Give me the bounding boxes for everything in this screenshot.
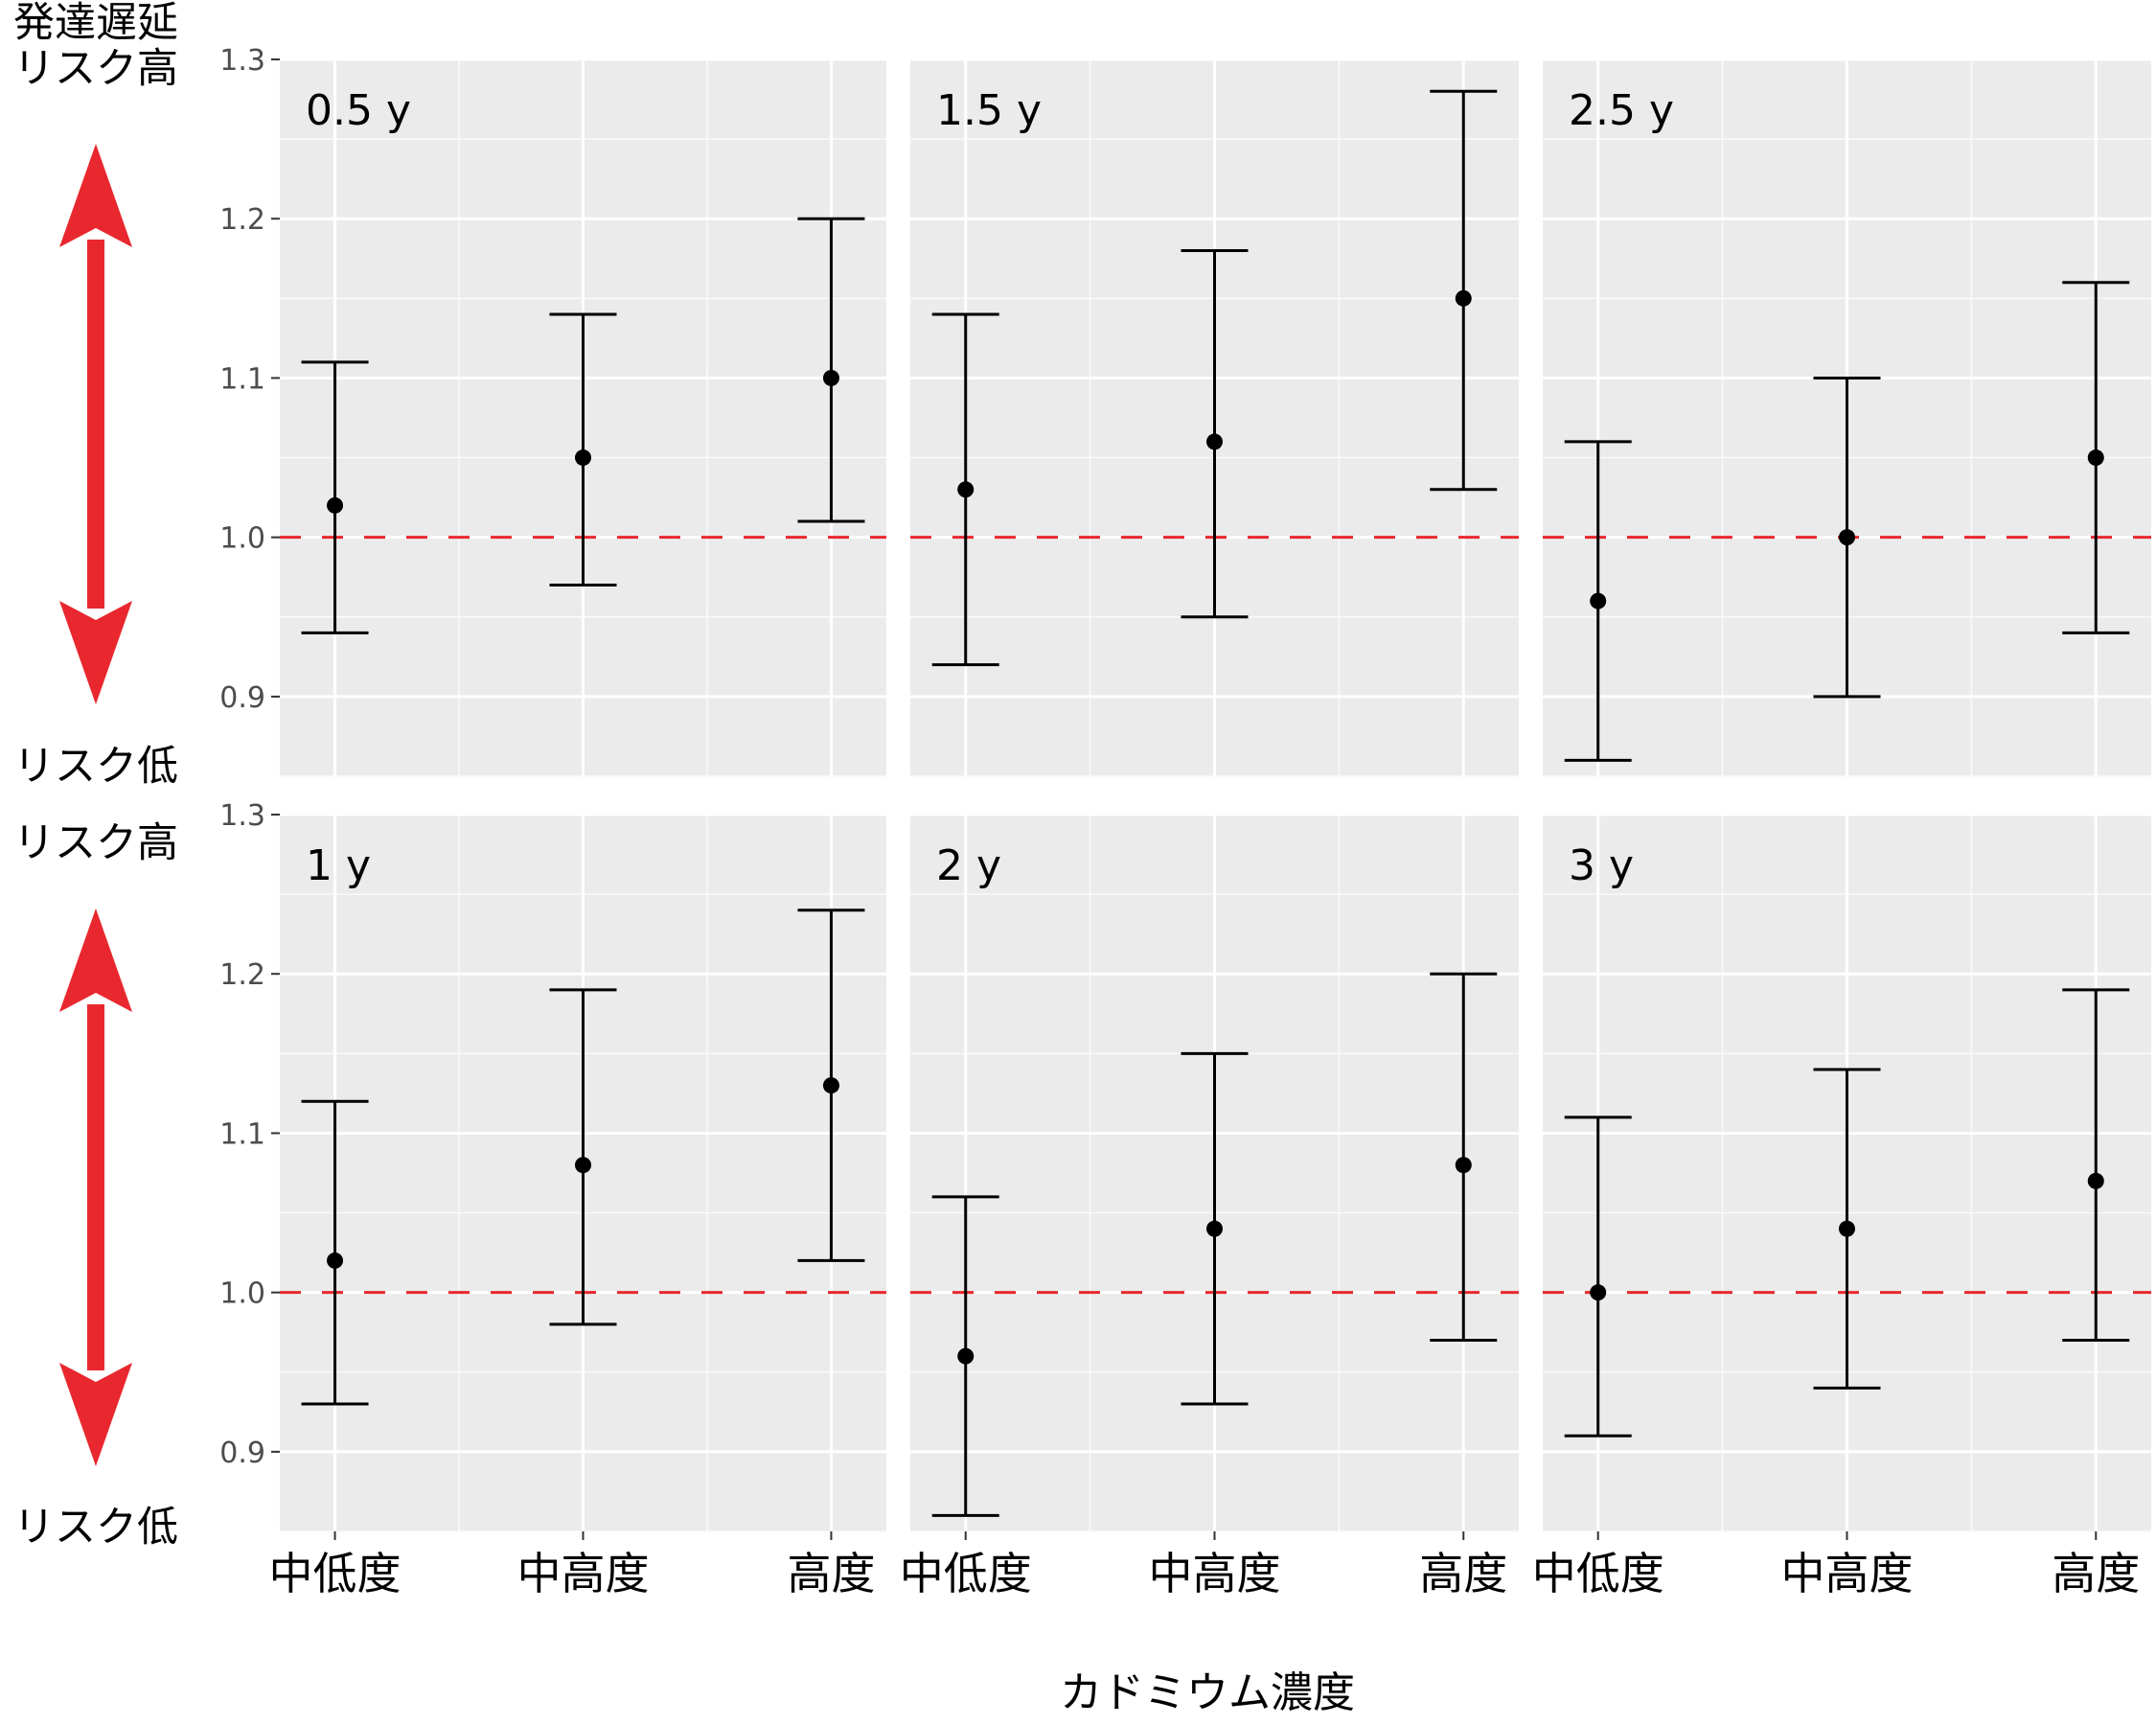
- x-tick-label: 中低度: [269, 1548, 401, 1599]
- y-tick-label: 0.9: [219, 1437, 265, 1470]
- panel-2: 1.5 y: [910, 58, 1519, 777]
- y-tick-label: 1.2: [219, 203, 265, 237]
- point-estimate: [575, 1157, 591, 1174]
- x-tick-label: 中低度: [1532, 1548, 1664, 1599]
- panel-label: 1 y: [306, 841, 371, 890]
- panel-label: 3 y: [1569, 841, 1634, 890]
- point-estimate: [2087, 1172, 2104, 1189]
- arrow-head-up: [59, 144, 132, 247]
- y-tick-label: 1.0: [219, 522, 265, 556]
- x-tick-label: 中高度: [1149, 1548, 1281, 1599]
- point-estimate: [575, 449, 591, 467]
- point-estimate: [1455, 1157, 1472, 1174]
- point-estimate: [1590, 592, 1607, 610]
- risk-low-label-top: リスク低: [13, 743, 178, 791]
- x-tick-label: 高度: [787, 1548, 875, 1599]
- point-estimate: [957, 481, 975, 498]
- y-tick-label: 1.0: [219, 1277, 265, 1311]
- y-tick-label: 0.9: [219, 681, 265, 715]
- point-estimate: [327, 496, 344, 514]
- risk-arrow-top: [59, 144, 132, 704]
- y-tick-label: 1.3: [219, 44, 265, 78]
- risk-arrow-bottom: [59, 908, 132, 1466]
- y-tick-label: 1.1: [219, 362, 265, 396]
- point-estimate: [1206, 433, 1223, 450]
- panel-label: 2 y: [936, 841, 1001, 890]
- panel-5: 2 y 中低度 中高度 高度: [900, 813, 1519, 1599]
- arrow-shaft: [87, 240, 104, 609]
- point-estimate: [1839, 1220, 1855, 1237]
- arrow-shaft: [87, 1004, 104, 1370]
- point-estimate: [1455, 289, 1472, 307]
- x-tick-label: 高度: [2052, 1548, 2140, 1599]
- point-estimate: [1839, 529, 1855, 546]
- x-tick-label: 中高度: [1781, 1548, 1914, 1599]
- point-estimate: [327, 1252, 344, 1269]
- panel-1: 0.5 y 0.9 1.0 1.1 1.2 1.3: [219, 44, 886, 777]
- point-estimate: [822, 369, 839, 386]
- point-estimate: [957, 1347, 975, 1365]
- arrow-head-down: [59, 601, 132, 704]
- y-tick-label: 1.1: [219, 1117, 265, 1151]
- x-axis-title: カドミウム濃度: [1060, 1668, 1355, 1717]
- point-estimate: [1590, 1284, 1607, 1301]
- x-tick-label: 中低度: [900, 1548, 1032, 1599]
- arrow-head-down: [59, 1363, 132, 1466]
- panel-4: 1 y 0.9 1.0 1.1 1.2 1.3 中低度 中高度 高度: [219, 799, 886, 1599]
- risk-high-label-bottom: リスク高: [13, 819, 178, 867]
- arrow-head-up: [59, 908, 132, 1012]
- y-tick-label: 1.2: [219, 958, 265, 992]
- panel-label: 2.5 y: [1569, 86, 1674, 135]
- x-tick-label: 高度: [1419, 1548, 1507, 1599]
- risk-low-label-bottom: リスク低: [13, 1504, 178, 1552]
- panel-label: 1.5 y: [936, 86, 1042, 135]
- panel-6: 3 y 中低度 中高度 高度: [1532, 813, 2151, 1599]
- x-tick-label: 中高度: [517, 1548, 650, 1599]
- point-estimate: [822, 1077, 839, 1094]
- point-estimate: [1206, 1220, 1223, 1237]
- panel-3: 2.5 y: [1543, 58, 2151, 777]
- y-tick-label: 1.3: [219, 799, 265, 833]
- point-estimate: [2087, 449, 2104, 467]
- risk-high-label-top: 発達遅延 リスク高: [13, 0, 178, 93]
- panel-label: 0.5 y: [306, 86, 411, 135]
